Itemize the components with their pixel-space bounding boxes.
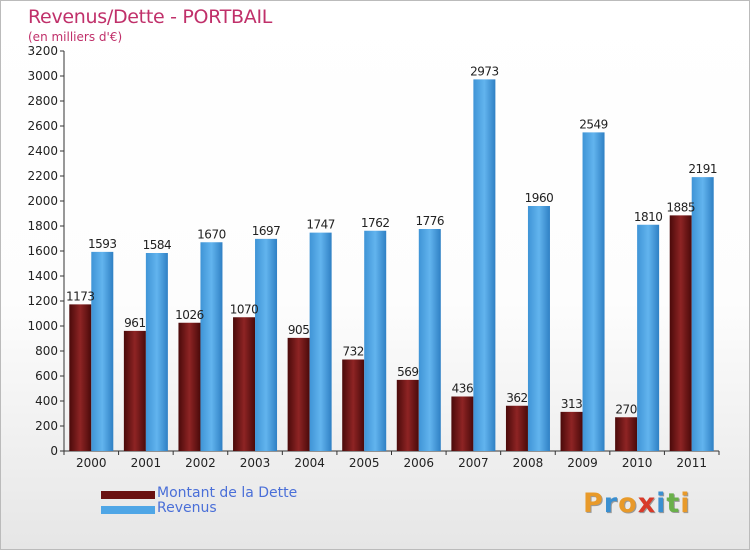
data-label-revenue-2003: 1697 — [252, 224, 281, 238]
x-tick-label: 2006 — [404, 456, 435, 470]
y-tick-label: 2000 — [27, 194, 58, 208]
bar-revenue-2007 — [473, 79, 496, 451]
data-label-debt-2004: 905 — [288, 323, 309, 337]
bar-debt-2003 — [233, 317, 256, 451]
bars — [69, 79, 714, 451]
data-label-debt-2000: 1173 — [66, 289, 95, 303]
bar-debt-2008 — [505, 405, 528, 451]
bar-debt-2004 — [287, 337, 310, 451]
bar-revenue-2003 — [255, 238, 278, 451]
y-tick-label: 800 — [35, 344, 58, 358]
x-tick-label: 2011 — [676, 456, 707, 470]
logo-letter: r — [603, 488, 619, 519]
y-tick-label: 3200 — [27, 44, 58, 58]
data-label-debt-2008: 362 — [506, 391, 527, 405]
bar-debt-2007 — [451, 396, 474, 451]
bar-revenue-2004 — [309, 232, 332, 451]
bar-revenue-2009 — [582, 132, 605, 451]
y-tick-label: 200 — [35, 419, 58, 433]
data-label-revenue-2011: 2191 — [688, 162, 717, 176]
x-tick-label: 2002 — [185, 456, 216, 470]
y-tick-label: 600 — [35, 369, 58, 383]
x-tick-label: 2003 — [240, 456, 271, 470]
y-tick-label: 1600 — [27, 244, 58, 258]
logo-letter: t — [666, 488, 681, 519]
data-label-revenue-2005: 1762 — [361, 216, 390, 230]
bar-debt-2006 — [396, 379, 419, 451]
data-label-revenue-2010: 1810 — [634, 210, 663, 224]
legend-swatch-revenue — [101, 506, 155, 514]
data-label-revenue-2002: 1670 — [197, 227, 226, 241]
bar-debt-2009 — [560, 411, 583, 451]
data-label-debt-2002: 1026 — [175, 308, 204, 322]
x-tick-label: 2008 — [513, 456, 544, 470]
data-label-revenue-2004: 1747 — [306, 218, 335, 232]
proxiti-logo: Proxiti — [583, 488, 691, 519]
data-label-debt-2003: 1070 — [230, 302, 259, 316]
bar-revenue-2006 — [418, 229, 441, 451]
bar-revenue-2010 — [637, 224, 660, 451]
logo-letter: i — [656, 488, 667, 519]
y-tick-label: 400 — [35, 394, 58, 408]
data-label-debt-2009: 313 — [561, 397, 582, 411]
axes: 0 200 400 600 800 1000 1200 1400 1600 1800 2000 220… — [27, 44, 720, 470]
y-tick-label: 1400 — [27, 269, 58, 283]
x-tick-label: 2007 — [458, 456, 489, 470]
bar-revenue-2000 — [91, 251, 114, 451]
y-tick-label: 2600 — [27, 119, 58, 133]
x-tick-label: 2000 — [76, 456, 107, 470]
data-label-revenue-2009: 2549 — [579, 117, 608, 131]
legend-label-debt: Montant de la Dette — [157, 485, 298, 501]
legend-swatch-debt — [101, 491, 155, 499]
data-label-revenue-2008: 1960 — [525, 191, 554, 205]
bar-debt-2000 — [69, 304, 92, 451]
bar-revenue-2002 — [200, 242, 223, 451]
logo-letter: i — [680, 488, 691, 519]
y-tick-label: 2200 — [27, 169, 58, 183]
data-label-debt-2006: 569 — [397, 365, 418, 379]
bar-revenue-2008 — [527, 206, 550, 451]
data-label-debt-2010: 270 — [615, 402, 636, 416]
bar-debt-2011 — [669, 215, 692, 451]
y-tick-label: 1200 — [27, 294, 58, 308]
bar-revenue-2011 — [691, 177, 714, 451]
bar-revenue-2001 — [145, 253, 168, 451]
data-label-debt-2007: 436 — [452, 382, 473, 396]
data-label-revenue-2001: 1584 — [143, 238, 172, 252]
logo-letter: o — [618, 488, 638, 519]
y-tick-label: 3000 — [27, 69, 58, 83]
bar-debt-2010 — [615, 417, 638, 451]
y-tick-label: 2800 — [27, 94, 58, 108]
legend-label-revenue: Revenus — [157, 500, 217, 516]
x-tick-label: 2004 — [294, 456, 325, 470]
y-tick-label: 1000 — [27, 319, 58, 333]
data-label-revenue-2006: 1776 — [416, 214, 445, 228]
data-label-debt-2011: 1885 — [666, 200, 695, 214]
chart-title: Revenus/Dette - PORTBAIL — [28, 6, 273, 28]
data-label-revenue-2007: 2973 — [470, 64, 499, 78]
logo-letter: x — [637, 488, 657, 519]
x-tick-label: 2009 — [567, 456, 598, 470]
y-tick-label: 2400 — [27, 144, 58, 158]
data-label-debt-2005: 732 — [343, 345, 364, 359]
x-tick-label: 2001 — [131, 456, 162, 470]
y-tick-label: 1800 — [27, 219, 58, 233]
bar-debt-2001 — [123, 330, 146, 451]
data-label-revenue-2000: 1593 — [88, 237, 117, 251]
bar-debt-2005 — [342, 359, 365, 451]
y-tick-label: 0 — [50, 444, 58, 458]
logo-letter: P — [583, 488, 604, 519]
x-tick-label: 2010 — [622, 456, 653, 470]
chart-subtitle: (en milliers d'€) — [28, 30, 123, 44]
data-label-debt-2001: 961 — [124, 316, 145, 330]
data-labels: 1173 961 1026 1070 905 732 569 436 362 313 270 1885… — [66, 64, 717, 416]
bar-debt-2002 — [178, 322, 201, 451]
bar-revenue-2005 — [364, 230, 387, 451]
x-tick-label: 2005 — [349, 456, 380, 470]
